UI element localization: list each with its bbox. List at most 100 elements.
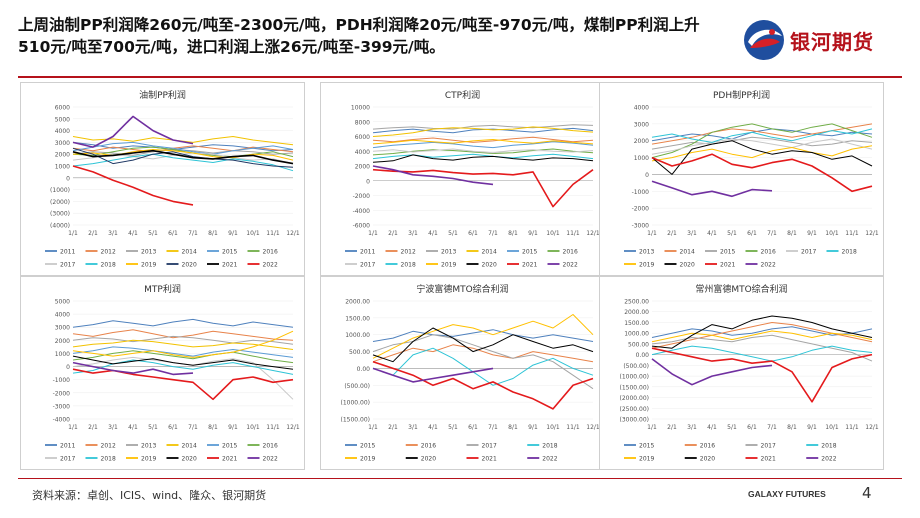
- x-tick-label: 2/1: [667, 230, 677, 237]
- x-tick-label: 6/1: [168, 424, 178, 431]
- legend-label: 2015: [639, 443, 654, 450]
- y-tick-label: (1500.00): [341, 417, 371, 424]
- legend-label: 2019: [141, 262, 156, 269]
- x-tick-label: 3/1: [687, 230, 697, 237]
- x-tick-label: 1/1: [68, 424, 78, 431]
- x-tick-label: 12/1: [586, 230, 600, 237]
- legend-label: 2019: [639, 456, 654, 463]
- x-tick-label: 11/1: [266, 424, 280, 431]
- y-tick-label: (2000.00): [620, 395, 650, 402]
- x-tick-label: 2/1: [88, 230, 98, 237]
- legend-label: 2014: [680, 249, 695, 256]
- y-tick-label: 1500.00: [624, 320, 649, 327]
- series-line-2019: [651, 330, 873, 343]
- x-tick-label: 7/1: [488, 424, 498, 431]
- x-tick-label: 1/1: [647, 424, 657, 431]
- series-line-2017: [651, 138, 873, 155]
- legend-label: 2018: [101, 262, 116, 269]
- y-tick-label: 8000: [355, 119, 370, 126]
- y-tick-label: 0: [366, 178, 370, 185]
- series-line-2013: [72, 335, 294, 345]
- x-tick-label: 8/1: [508, 424, 518, 431]
- y-tick-label: (500.00): [344, 383, 370, 390]
- x-tick-label: 9/1: [228, 230, 238, 237]
- legend-label: 2019: [441, 262, 456, 269]
- legend-label: 2017: [60, 262, 75, 269]
- x-tick-label: 1/1: [368, 230, 378, 237]
- chart-oil-pp: 油制PP利润 6000 5000 4000 3000 2000 1000 0 (1000) (20…: [45, 89, 300, 269]
- x-tick-label: 10/1: [246, 424, 260, 431]
- x-tick-label: 1/1: [647, 230, 657, 237]
- legend-label: 2011: [60, 249, 75, 256]
- series-line-2014: [72, 339, 294, 350]
- series-line-2012: [372, 136, 594, 143]
- x-tick-label: 5/1: [148, 230, 158, 237]
- series-line-2015: [651, 136, 873, 150]
- series-line-2015: [372, 141, 594, 149]
- x-tick-label: 6/1: [468, 424, 478, 431]
- legend-label: 2021: [222, 262, 237, 269]
- chart-panel-oil-pp: 油制PP利润 6000 5000 4000 3000 2000 1000 0 (1000) (20…: [20, 82, 305, 276]
- x-tick-label: 5/1: [448, 230, 458, 237]
- legend-label: 2017: [60, 456, 75, 463]
- legend-label: 2018: [401, 262, 416, 269]
- legend-label: 2014: [182, 249, 197, 256]
- series-line-2022b: [72, 115, 194, 148]
- y-tick-label: (500.00): [623, 363, 649, 370]
- legend-label: 2011: [360, 249, 375, 256]
- y-tick-label: 4000: [55, 128, 70, 135]
- series-line-2022: [651, 358, 773, 386]
- series-line-2021: [651, 347, 873, 403]
- x-tick-label: 12/1: [586, 424, 600, 431]
- x-tick-label: 2/1: [667, 424, 677, 431]
- x-tick-label: 3/1: [108, 230, 118, 237]
- x-tick-label: 7/1: [767, 424, 777, 431]
- legend-label: 2018: [101, 456, 116, 463]
- y-tick-label: -1000: [53, 377, 71, 384]
- series-line-2022: [72, 361, 194, 376]
- x-tick-label: 2/1: [388, 230, 398, 237]
- series-line-2011: [72, 318, 294, 328]
- y-tick-label: (2000): [50, 199, 70, 206]
- series-line-2016: [372, 344, 594, 363]
- x-tick-label: 4/1: [707, 230, 717, 237]
- series-line-2016: [72, 146, 294, 158]
- chart-title: MTP利润: [144, 283, 181, 295]
- x-tick-label: 12/1: [865, 230, 879, 237]
- series-line-2021: [72, 149, 294, 165]
- legend-label: 2015: [222, 443, 237, 450]
- y-tick-label: 0: [645, 172, 649, 179]
- series-line-2012: [72, 329, 294, 341]
- series-line-2021: [372, 168, 594, 208]
- series-line-2020: [72, 147, 294, 168]
- x-tick-label: 8/1: [508, 230, 518, 237]
- legend-label: 2015: [522, 249, 537, 256]
- legend-label: 2016: [563, 249, 578, 256]
- y-tick-label: 3000: [634, 121, 649, 128]
- x-tick-label: 7/1: [767, 230, 777, 237]
- y-tick-label: (2500.00): [620, 406, 650, 413]
- legend-label: 2017: [761, 443, 776, 450]
- legend-label: 2012: [101, 249, 116, 256]
- series-line-2022: [651, 180, 773, 198]
- x-tick-label: 12/1: [286, 424, 300, 431]
- x-tick-label: 12/1: [286, 230, 300, 237]
- series-line-2022: [72, 165, 194, 206]
- y-tick-label: 1000: [55, 351, 70, 358]
- series-line-2017: [651, 334, 873, 362]
- x-tick-label: 9/1: [807, 424, 817, 431]
- x-tick-label: 7/1: [188, 424, 198, 431]
- chart-panel-ningbo-mto: 宁波富德MTO综合利润 2000.00 1500.00 1000.00 500.00 0.…: [320, 276, 605, 470]
- x-tick-label: 4/1: [128, 230, 138, 237]
- series-line-2016: [651, 123, 873, 159]
- series-line-2018: [651, 345, 873, 362]
- chart-panel-ctp: CTP利润 10000 8000 6000 4000 2000 0 -2000 -4000 -60…: [320, 82, 605, 276]
- series-line-2020: [651, 140, 873, 175]
- y-tick-label: -1000: [632, 189, 650, 196]
- legend-label: 2015: [720, 249, 735, 256]
- chart-title: PDH制PP利润: [713, 89, 770, 101]
- legend-label: 2020: [182, 262, 197, 269]
- y-tick-label: -3000: [632, 223, 650, 230]
- y-tick-label: 5000: [55, 116, 70, 123]
- y-tick-label: -4000: [53, 417, 71, 424]
